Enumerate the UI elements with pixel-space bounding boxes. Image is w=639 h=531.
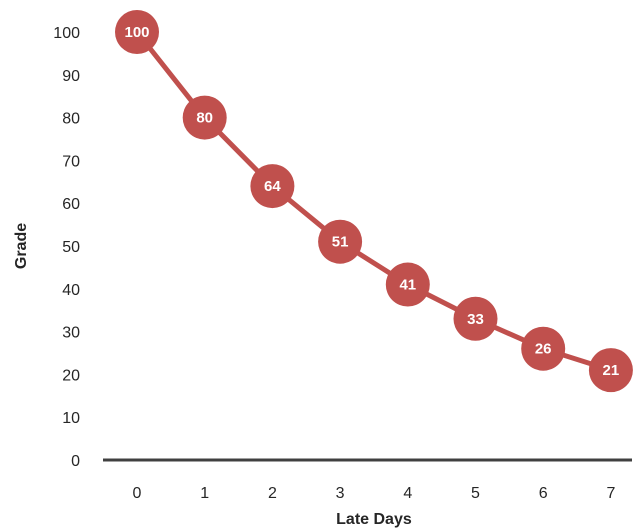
data-label: 100 <box>124 24 149 41</box>
data-label: 21 <box>603 362 620 379</box>
data-label: 41 <box>399 277 416 294</box>
y-tick-label: 50 <box>62 239 80 256</box>
x-tick-label: 1 <box>200 485 209 502</box>
data-label: 26 <box>535 341 552 358</box>
data-point-marker <box>453 296 498 341</box>
data-point-marker <box>588 348 633 393</box>
x-tick-label: 0 <box>133 485 142 502</box>
data-point-marker <box>250 164 295 209</box>
y-tick-label: 100 <box>53 25 80 42</box>
y-tick-label: 90 <box>62 68 80 85</box>
y-axis-ticks: 0 10 20 30 40 50 60 70 80 90 100 <box>53 25 80 470</box>
x-tick-label: 6 <box>539 485 548 502</box>
y-tick-label: 20 <box>62 367 80 384</box>
data-label: 80 <box>196 110 213 127</box>
y-tick-label: 30 <box>62 325 80 342</box>
x-tick-label: 2 <box>268 485 277 502</box>
data-point-marker <box>182 95 227 140</box>
y-tick-label: 10 <box>62 410 80 427</box>
x-tick-label: 5 <box>471 485 480 502</box>
data-label: 51 <box>332 234 349 251</box>
data-point-marker <box>521 326 566 371</box>
x-tick-label: 3 <box>336 485 345 502</box>
data-label: 33 <box>467 311 484 328</box>
x-axis-title: Late Days <box>336 511 412 528</box>
x-axis-ticks: 0 1 2 3 4 5 6 7 <box>133 485 616 502</box>
data-point-marker <box>318 219 363 264</box>
y-tick-label: 80 <box>62 111 80 128</box>
data-point-marker <box>385 262 430 307</box>
data-label: 64 <box>264 178 281 195</box>
y-tick-label: 40 <box>62 282 80 299</box>
data-points: 100 80 64 51 41 33 26 21 <box>115 10 633 393</box>
x-tick-label: 4 <box>403 485 412 502</box>
x-tick-label: 7 <box>606 485 615 502</box>
data-point-marker <box>115 10 159 54</box>
y-tick-label: 0 <box>71 453 80 470</box>
y-axis-title: Grade <box>13 223 30 269</box>
y-tick-label: 70 <box>62 153 80 170</box>
y-tick-label: 60 <box>62 196 80 213</box>
series-line-grade <box>135 30 612 373</box>
